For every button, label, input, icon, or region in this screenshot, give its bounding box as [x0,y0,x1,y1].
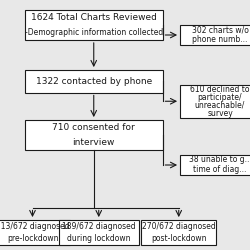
Text: time of diag...: time of diag... [193,166,247,174]
Text: participate/: participate/ [198,93,242,102]
FancyBboxPatch shape [180,85,250,117]
FancyBboxPatch shape [25,70,162,92]
FancyBboxPatch shape [25,120,162,150]
Text: pre-lockdown: pre-lockdown [7,234,58,243]
Text: 213/672 diagnosed: 213/672 diagnosed [0,222,69,231]
Text: -Demographic information collected: -Demographic information collected [24,28,163,37]
Text: interview: interview [72,138,115,147]
Text: phone numb...: phone numb... [192,36,248,44]
Text: 1624 Total Charts Reviewed: 1624 Total Charts Reviewed [31,13,157,22]
FancyBboxPatch shape [59,220,139,245]
FancyBboxPatch shape [0,220,70,245]
Text: unreachable/: unreachable/ [195,101,245,110]
Text: 38 unable to g...: 38 unable to g... [189,156,250,164]
FancyBboxPatch shape [180,25,250,45]
FancyBboxPatch shape [25,10,162,40]
FancyBboxPatch shape [141,220,216,245]
Text: 270/672 diagnosed: 270/672 diagnosed [142,222,216,231]
FancyBboxPatch shape [180,155,250,175]
Text: post-lockdown: post-lockdown [151,234,206,243]
Text: survey: survey [207,109,233,118]
Text: 189/672 diagnosed: 189/672 diagnosed [62,222,136,231]
Text: 302 charts w/o: 302 charts w/o [192,26,248,35]
Text: during lockdown: during lockdown [67,234,130,243]
Text: 710 consented for: 710 consented for [52,123,135,132]
Text: 610 declined to: 610 declined to [190,84,250,94]
Text: 1322 contacted by phone: 1322 contacted by phone [36,77,152,86]
